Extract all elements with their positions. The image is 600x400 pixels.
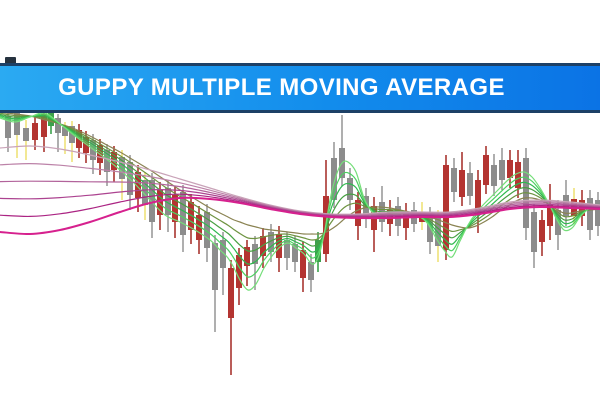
candle xyxy=(228,260,234,375)
candle xyxy=(467,162,473,205)
candle xyxy=(451,158,457,202)
candle xyxy=(491,154,497,196)
candle xyxy=(539,210,545,256)
gmma-long-term-emas-ribbon xyxy=(0,145,600,236)
gmma-line xyxy=(0,112,600,291)
candle xyxy=(331,142,337,208)
candle xyxy=(443,155,449,260)
gmma-line xyxy=(0,112,600,241)
candle xyxy=(236,248,242,305)
candle xyxy=(142,172,148,220)
gmma-line xyxy=(0,196,600,236)
candle xyxy=(531,204,537,268)
title-banner: GUPPY MULTIPLE MOVING AVERAGE xyxy=(0,63,600,113)
candle xyxy=(300,242,306,292)
candle xyxy=(507,150,513,188)
candle xyxy=(523,148,529,240)
candle xyxy=(172,187,178,238)
candle xyxy=(459,152,465,206)
gmma-line xyxy=(0,114,600,265)
candle xyxy=(547,184,553,240)
banner-title-text: GUPPY MULTIPLE MOVING AVERAGE xyxy=(58,74,505,101)
candle xyxy=(32,117,38,150)
candle xyxy=(308,254,314,292)
candle xyxy=(347,168,353,210)
candle xyxy=(220,232,226,295)
candle xyxy=(483,146,489,194)
candle xyxy=(284,232,290,270)
candles xyxy=(5,112,600,375)
candle xyxy=(587,190,593,240)
candle xyxy=(212,235,218,332)
candle xyxy=(252,236,258,290)
candle xyxy=(180,185,186,252)
candle xyxy=(595,192,600,236)
candle xyxy=(403,203,409,240)
candle xyxy=(23,120,29,160)
candle xyxy=(515,150,521,198)
candle xyxy=(499,148,505,190)
candle xyxy=(55,114,61,152)
candle xyxy=(276,226,282,272)
banner-fold-accent xyxy=(5,57,16,66)
gmma-line xyxy=(0,113,600,252)
candle xyxy=(90,134,96,174)
candle xyxy=(371,197,377,252)
candle xyxy=(204,204,210,262)
